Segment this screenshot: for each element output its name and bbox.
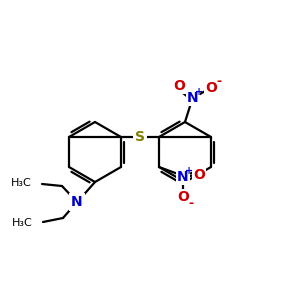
Text: H₃C: H₃C	[12, 218, 33, 228]
Text: N: N	[187, 91, 199, 105]
Text: N: N	[177, 170, 189, 184]
Text: -: -	[216, 76, 222, 88]
Text: H₃C: H₃C	[11, 178, 32, 188]
Text: O: O	[177, 190, 189, 204]
Text: O: O	[173, 79, 185, 93]
Text: S: S	[135, 130, 145, 144]
Text: N: N	[71, 195, 83, 209]
Text: -: -	[188, 196, 194, 209]
Text: +: +	[185, 166, 193, 176]
Text: O: O	[193, 168, 205, 182]
Text: O: O	[205, 81, 217, 95]
Text: +: +	[195, 87, 203, 97]
